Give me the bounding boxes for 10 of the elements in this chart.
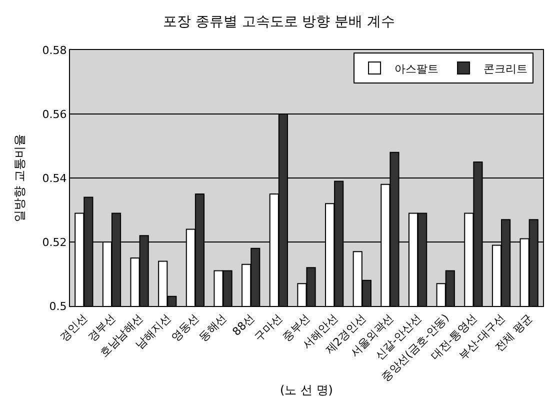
y-tick-label: 0.54 bbox=[42, 172, 67, 185]
chart-title: 포장 종류별 고속도로 방향 분배 계수 bbox=[162, 14, 396, 30]
legend-label: 아스팔트 bbox=[394, 62, 439, 76]
y-tick-label: 0.58 bbox=[42, 44, 67, 57]
y-tick-label: 0.56 bbox=[42, 108, 67, 121]
legend-label: 콘크리트 bbox=[484, 62, 528, 76]
x-axis-title: (노 선 명) bbox=[280, 382, 333, 397]
y-axis-title: 일방향 교통비율 bbox=[12, 134, 27, 222]
y-tick-label: 0.52 bbox=[42, 236, 67, 249]
y-tick-label: 0.5 bbox=[49, 300, 67, 313]
